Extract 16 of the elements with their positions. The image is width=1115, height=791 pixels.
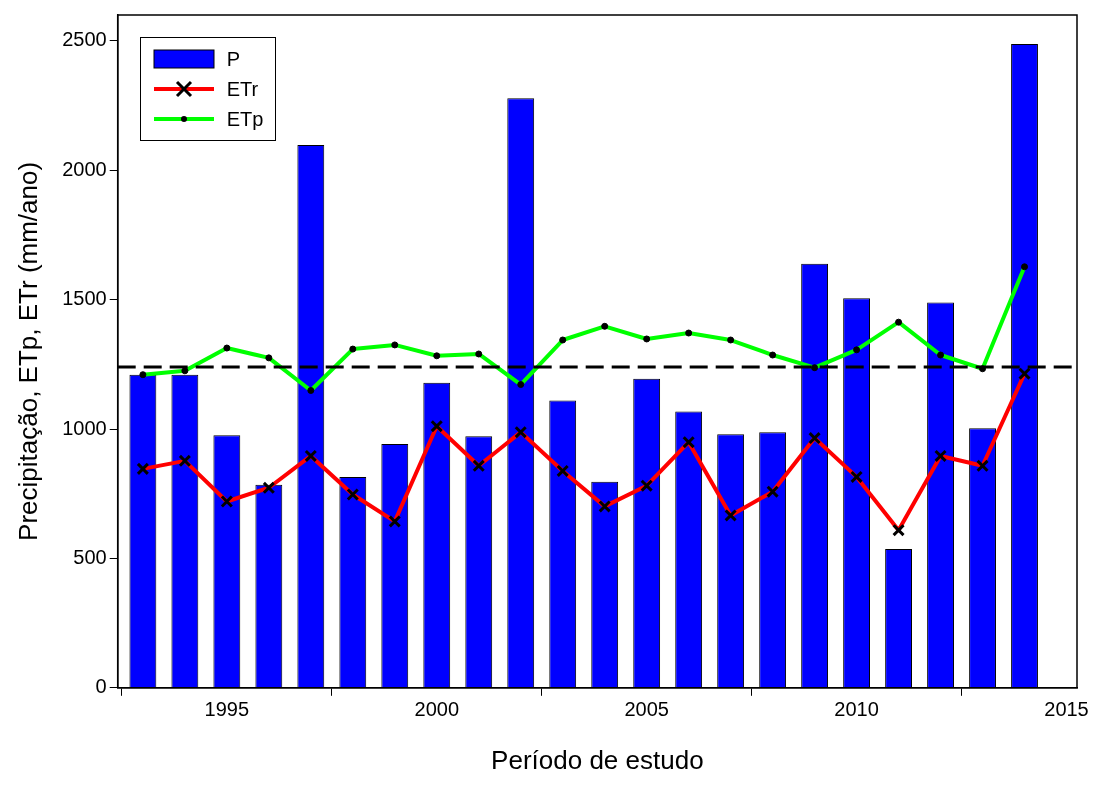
y-axis-title: Precipitação, ETp, ETr (mm/ano) xyxy=(12,161,43,541)
x-tick-label: 2010 xyxy=(834,698,879,721)
y-tick-label: 1500 xyxy=(62,287,107,310)
y-tick-label: 2000 xyxy=(62,157,107,180)
y-tick-label: 1000 xyxy=(62,416,107,439)
x-tick-label: 2000 xyxy=(414,698,460,721)
y-tick-label: 500 xyxy=(73,545,107,568)
legend-label: ETr xyxy=(226,77,259,101)
x-axis-title: Período de estudo xyxy=(491,744,704,775)
y-tick-label: 0 xyxy=(95,675,107,698)
x-tick-label: 2005 xyxy=(624,698,669,721)
legend-label: P xyxy=(226,47,241,71)
y-tick-label: 2500 xyxy=(62,28,107,51)
x-tick-label: 1995 xyxy=(204,698,250,721)
x-tick-label: 2015 xyxy=(1044,698,1089,721)
legend-label: ETp xyxy=(226,107,264,131)
